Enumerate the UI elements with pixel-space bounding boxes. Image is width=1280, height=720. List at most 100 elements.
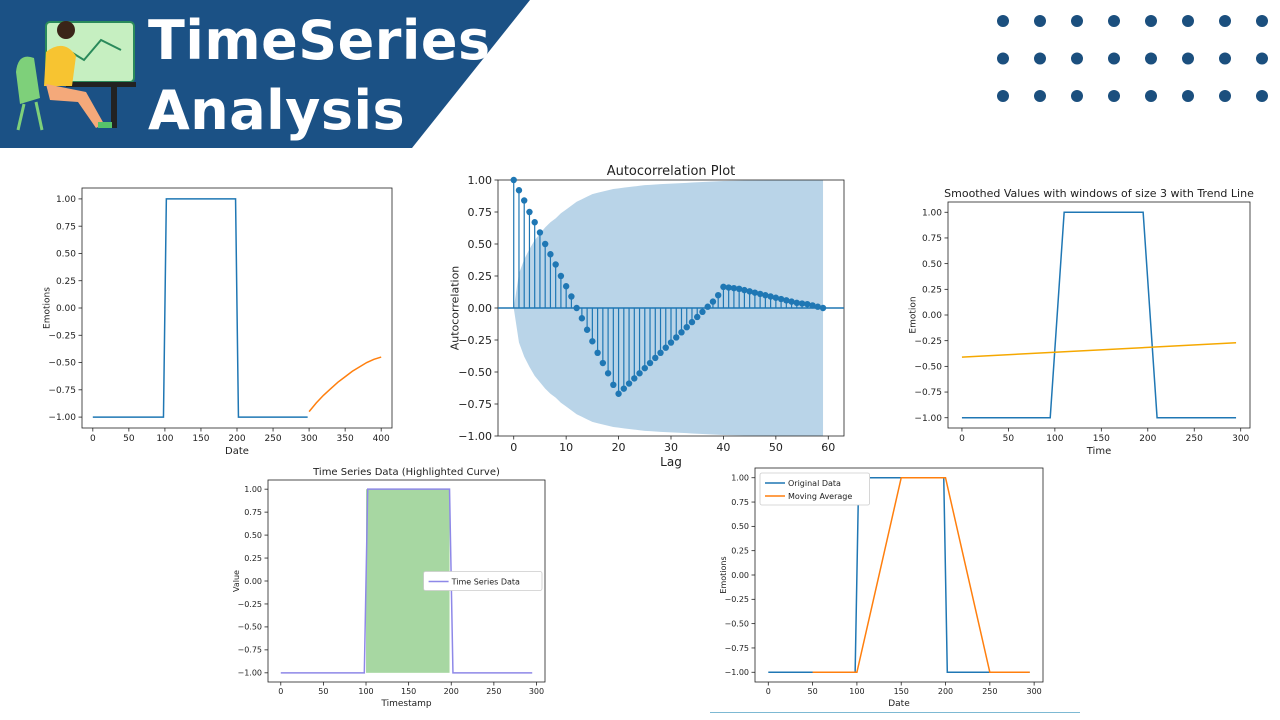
acf-point bbox=[730, 284, 738, 292]
acf-point bbox=[521, 197, 528, 204]
acf-point bbox=[610, 381, 617, 388]
acf-point bbox=[741, 286, 748, 294]
acf-point bbox=[652, 354, 659, 362]
y-tick-label: −1.00 bbox=[914, 414, 942, 424]
x-axis-label: Timestamp bbox=[380, 699, 432, 709]
dot bbox=[1108, 90, 1120, 102]
acf-point bbox=[641, 364, 648, 372]
y-axis-label: Autocorrelation bbox=[448, 266, 461, 351]
acf-point bbox=[526, 208, 533, 216]
acf-point bbox=[552, 261, 559, 268]
y-tick-label: −0.50 bbox=[724, 619, 749, 628]
analyst-illustration bbox=[16, 21, 136, 131]
x-tick-label: 250 bbox=[982, 687, 997, 696]
x-tick-label: 400 bbox=[373, 434, 390, 444]
chart-smoothed-trend: 0 50 100 150 200 250 300 1.00 0.75 0.50 0.25 0.00 −0… bbox=[909, 187, 1254, 457]
acf-point bbox=[657, 349, 664, 356]
acf-point bbox=[646, 359, 654, 367]
x-tick-label: 50 bbox=[318, 687, 328, 696]
dot bbox=[1219, 90, 1231, 102]
y-tick-label: 0.75 bbox=[468, 206, 493, 219]
x-tick-label: 200 bbox=[444, 687, 459, 696]
acf-point bbox=[615, 390, 622, 397]
x-axis-label: Date bbox=[888, 699, 910, 709]
x-tick-label: 0 bbox=[510, 441, 517, 454]
dot bbox=[1108, 15, 1120, 27]
y-tick-label: −0.50 bbox=[237, 623, 262, 632]
chart-title: Smoothed Values with windows of size 3 w… bbox=[944, 187, 1254, 200]
y-tick-label: 0.50 bbox=[731, 522, 749, 531]
x-tick-label: 200 bbox=[228, 434, 245, 444]
dot bbox=[1182, 90, 1194, 102]
acf-point bbox=[720, 283, 727, 291]
dot bbox=[1034, 90, 1046, 102]
y-tick-label: −0.25 bbox=[48, 331, 76, 341]
x-tick-label: 200 bbox=[938, 687, 953, 696]
acf-point bbox=[704, 303, 711, 310]
y-tick-label: 1.00 bbox=[468, 174, 493, 187]
acf-point bbox=[583, 326, 591, 333]
y-tick-label: −0.75 bbox=[724, 644, 749, 653]
y-tick-label: −0.25 bbox=[914, 337, 942, 347]
y-tick-label: 0.25 bbox=[922, 285, 942, 295]
x-tick-label: 30 bbox=[664, 441, 678, 454]
y-tick-label: −0.50 bbox=[48, 359, 76, 369]
acf-point bbox=[568, 293, 575, 300]
dot bbox=[1256, 90, 1268, 102]
acf-point bbox=[531, 219, 538, 226]
acf-point bbox=[788, 298, 795, 305]
y-tick-label: −0.75 bbox=[458, 398, 492, 411]
chart-emotions-forecast: 0 50 100 150 200 250 300 350 400 1.00 0.75 0.50 0.25… bbox=[43, 187, 393, 457]
dot bbox=[997, 52, 1009, 65]
acf-point bbox=[620, 385, 628, 392]
y-tick-label: 0.00 bbox=[468, 302, 493, 315]
y-tick-label: 0.25 bbox=[56, 277, 76, 287]
y-tick-label: −0.75 bbox=[914, 388, 942, 398]
acf-point bbox=[819, 304, 827, 312]
x-tick-label: 200 bbox=[1139, 434, 1156, 444]
y-tick-label: 0.00 bbox=[244, 577, 262, 586]
acf-point bbox=[578, 315, 586, 322]
y-tick-label: −0.75 bbox=[237, 646, 262, 655]
x-tick-label: 50 bbox=[769, 441, 783, 454]
y-axis-label: Value bbox=[232, 570, 241, 592]
y-tick-label: −1.00 bbox=[237, 669, 262, 678]
x-tick-label: 250 bbox=[486, 687, 501, 696]
x-tick-label: 150 bbox=[894, 687, 909, 696]
dot bbox=[1256, 52, 1268, 65]
y-tick-label: 0.25 bbox=[244, 554, 262, 563]
series-line bbox=[308, 356, 382, 413]
y-tick-label: 1.00 bbox=[244, 485, 262, 494]
acf-point bbox=[793, 299, 801, 307]
y-tick-label: −0.25 bbox=[458, 334, 492, 347]
y-tick-label: 0.00 bbox=[731, 571, 749, 580]
y-tick-label: −0.50 bbox=[458, 366, 492, 379]
acf-point bbox=[573, 304, 580, 312]
chart-moving-average: 0 50 100 150 200 250 300 1.00 0.75 0.50 0.25 0.00 −0… bbox=[719, 467, 1044, 709]
dot bbox=[1256, 15, 1268, 27]
x-tick-label: 20 bbox=[612, 441, 626, 454]
x-axis-label: Time bbox=[1086, 446, 1111, 457]
x-tick-label: 0 bbox=[766, 687, 771, 696]
dot bbox=[1145, 52, 1157, 65]
x-tick-label: 150 bbox=[192, 434, 209, 444]
y-tick-label: −1.00 bbox=[458, 430, 492, 443]
y-tick-label: 0.75 bbox=[244, 508, 262, 517]
plot-frame bbox=[947, 201, 1251, 429]
x-tick-label: 300 bbox=[300, 434, 317, 444]
acf-point bbox=[662, 344, 669, 351]
banner-title: TimeSeries Analysis bbox=[148, 6, 491, 146]
x-tick-label: 100 bbox=[156, 434, 173, 444]
x-tick-label: 100 bbox=[358, 687, 373, 696]
legend-label: Original Data bbox=[788, 479, 841, 488]
y-tick-label: −0.25 bbox=[724, 595, 749, 604]
x-axis-label: Lag bbox=[660, 455, 682, 469]
legend-label: Time Series Data bbox=[451, 577, 520, 586]
dot bbox=[1182, 15, 1194, 27]
y-tick-label: −1.00 bbox=[48, 413, 76, 423]
x-tick-label: 250 bbox=[1186, 434, 1203, 444]
y-tick-label: 1.00 bbox=[56, 195, 76, 205]
series-line bbox=[280, 488, 533, 674]
x-axis-label: Date bbox=[225, 446, 249, 457]
acf-point bbox=[557, 272, 565, 280]
